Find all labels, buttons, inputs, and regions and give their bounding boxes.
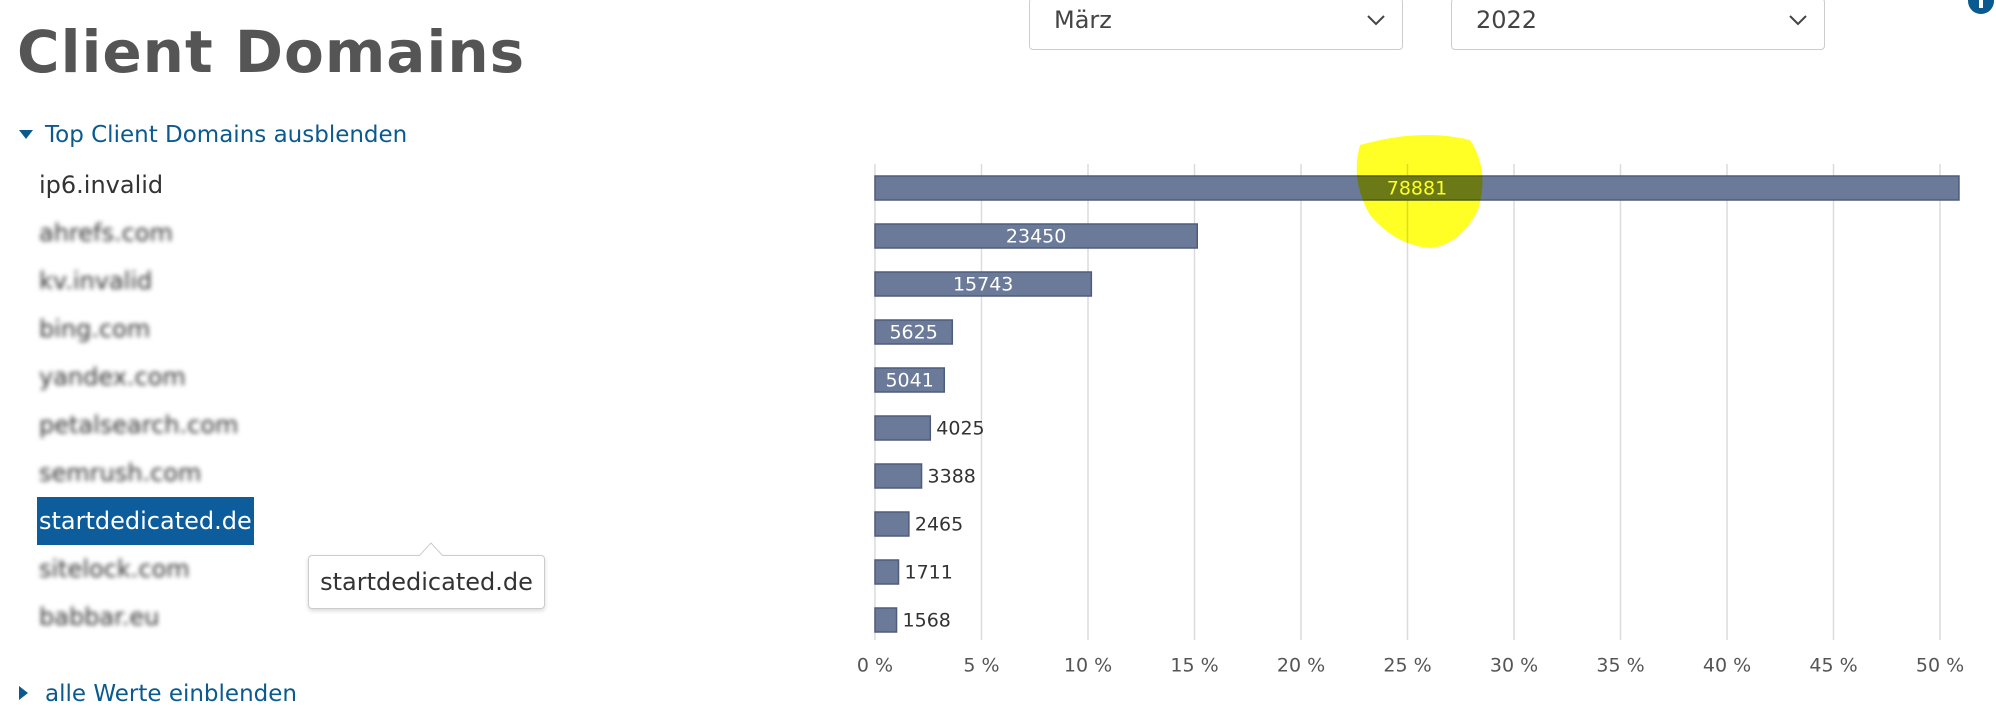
value-label: 1568 [903, 610, 951, 632]
bar [874, 319, 954, 345]
bar [874, 559, 900, 585]
value-label: 5625 [889, 322, 937, 344]
domain-item[interactable]: yandex.com [39, 363, 186, 391]
value-label: 4025 [936, 418, 984, 440]
month-select[interactable]: März [1029, 0, 1403, 50]
chevron [1367, 15, 1385, 26]
x-tick-label: 15 % [1170, 655, 1218, 677]
x-tick-label: 35 % [1596, 655, 1644, 677]
info-icon[interactable] [1966, 0, 1996, 16]
domain-item[interactable]: sitelock.com [39, 555, 190, 583]
x-tick-label: 0 % [857, 655, 893, 677]
bar [874, 607, 898, 633]
domain-item[interactable]: petalsearch.com [39, 411, 239, 439]
toggle-top-link[interactable]: Top Client Domains ausblenden [19, 122, 408, 148]
x-tick-label: 45 % [1809, 655, 1857, 677]
value-label: 2465 [915, 514, 963, 536]
domain-item[interactable]: semrush.com [39, 459, 202, 487]
x-tick-label: 40 % [1703, 655, 1751, 677]
bar [874, 271, 1093, 297]
value-label: 5041 [885, 370, 933, 392]
bar [874, 511, 910, 537]
show-all-link[interactable]: alle Werte einblenden [19, 681, 297, 707]
highlight-scribble [1356, 135, 1483, 248]
caret-right [19, 686, 28, 700]
bar [874, 415, 932, 441]
x-tick-label: 20 % [1277, 655, 1325, 677]
domain-item[interactable]: kv.invalid [39, 267, 153, 295]
year-value: 2022 [1476, 6, 1538, 34]
bar [874, 223, 1198, 249]
x-tick-label: 25 % [1383, 655, 1431, 677]
x-tick-label: 30 % [1490, 655, 1538, 677]
domain-item[interactable]: babbar.eu [39, 603, 160, 631]
bar [874, 367, 946, 393]
year-select[interactable]: 2022 [1451, 0, 1825, 50]
link-text: Top Client Domains ausblenden [45, 122, 408, 148]
link-text: alle Werte einblenden [45, 681, 297, 707]
domain-item[interactable]: bing.com [39, 315, 151, 343]
month-value: März [1054, 6, 1112, 34]
tooltip-arrow [419, 542, 443, 556]
page-title: Client Domains [17, 18, 526, 86]
x-tick-label: 50 % [1916, 655, 1964, 677]
bar [874, 463, 923, 489]
value-label: 23450 [1006, 226, 1066, 248]
tooltip: startdedicated.de [308, 555, 545, 609]
chevron [1789, 15, 1807, 26]
value-label: 1711 [905, 562, 953, 584]
x-tick-label: 5 % [963, 655, 999, 677]
domain-item[interactable]: ahrefs.com [39, 219, 173, 247]
domain-item[interactable]: ip6.invalid [39, 171, 164, 199]
domain-item[interactable]: startdedicated.de [37, 497, 254, 545]
x-tick-label: 10 % [1064, 655, 1112, 677]
caret-down [19, 130, 33, 139]
value-label: 15743 [953, 274, 1013, 296]
value-label: 3388 [928, 466, 976, 488]
